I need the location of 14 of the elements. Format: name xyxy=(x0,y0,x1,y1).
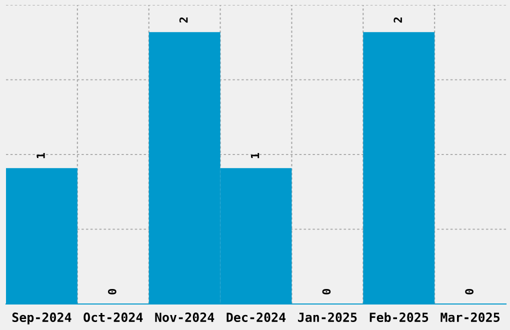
x-tick-label: Dec-2024 xyxy=(226,312,286,322)
data-label: 0 xyxy=(465,289,474,294)
data-label: 1 xyxy=(36,152,45,158)
x-tick-label: Nov-2024 xyxy=(155,312,214,322)
x-tick-label: Sep-2024 xyxy=(12,312,72,324)
data-label: 0 xyxy=(108,289,116,294)
data-label: 1 xyxy=(250,152,260,158)
x-tick-label: Feb-2025 xyxy=(370,312,428,322)
x-tick-label: Oct-2024 xyxy=(84,312,143,322)
data-label: 0 xyxy=(322,289,331,294)
data-label: 2 xyxy=(394,17,402,23)
x-tick-label: Jan-2025 xyxy=(298,312,357,322)
data-label: 2 xyxy=(179,17,188,23)
x-tick-label: Mar-2025 xyxy=(440,312,500,322)
